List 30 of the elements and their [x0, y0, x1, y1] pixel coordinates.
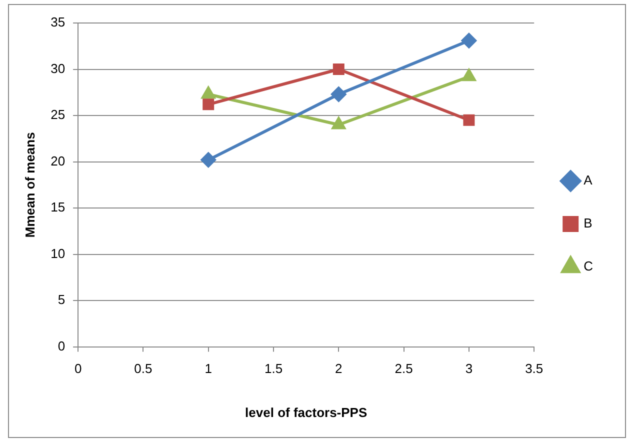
y-tick-label: 5: [58, 292, 66, 308]
x-tick-label: 0: [74, 361, 82, 376]
y-tick-label: 35: [50, 14, 66, 30]
x-tick-label: 3.5: [525, 361, 544, 376]
x-tick-label: 1: [204, 361, 212, 376]
x-tick-label: 2: [335, 361, 342, 376]
legend-label: C: [584, 258, 593, 274]
point: [202, 86, 216, 99]
point: [332, 64, 344, 75]
x-tick-label: 1.5: [264, 361, 283, 376]
point: [462, 69, 476, 82]
y-tick-label: 15: [50, 200, 66, 215]
point: [463, 114, 475, 126]
point: [331, 86, 346, 102]
point: [332, 117, 346, 130]
x-axis-title: level of factors-PPS: [245, 404, 368, 420]
legend-label: B: [584, 216, 592, 231]
point: [202, 98, 214, 110]
y-tick-label: 30: [50, 60, 66, 76]
legend-label: A: [584, 172, 593, 188]
x-tick-label: 3: [465, 361, 473, 376]
point: [461, 33, 476, 48]
y-axis-title: Mmean of means: [22, 132, 38, 238]
y-tick-label: 10: [50, 246, 66, 261]
y-tick-label: 20: [50, 153, 66, 168]
x-tick-label: 2.5: [394, 361, 413, 376]
x-tick-label: 0.5: [134, 361, 152, 376]
point: [200, 152, 216, 168]
y-tick-label: 25: [50, 107, 66, 122]
y-tick-label: 0: [58, 338, 66, 354]
